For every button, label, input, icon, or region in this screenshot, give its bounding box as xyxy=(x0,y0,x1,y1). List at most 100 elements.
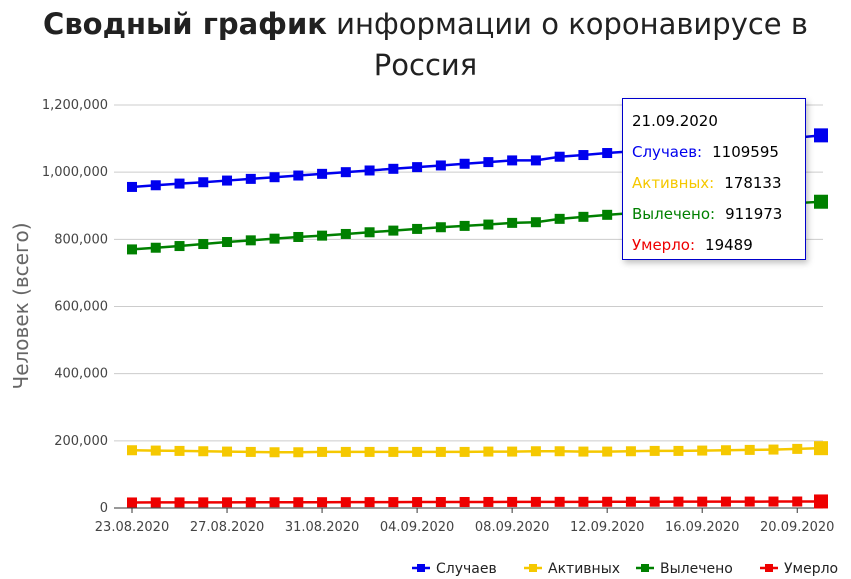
data-point[interactable] xyxy=(293,170,304,181)
data-point[interactable] xyxy=(435,222,446,233)
data-point[interactable] xyxy=(174,178,185,189)
data-point[interactable] xyxy=(293,497,304,508)
data-point[interactable] xyxy=(507,446,518,457)
data-point[interactable] xyxy=(483,157,494,168)
data-point[interactable] xyxy=(578,496,589,507)
data-point[interactable] xyxy=(174,497,185,508)
data-point[interactable] xyxy=(554,213,565,224)
data-point[interactable] xyxy=(602,209,613,220)
data-point[interactable] xyxy=(388,446,399,457)
data-point[interactable] xyxy=(792,496,803,507)
data-point[interactable] xyxy=(245,497,256,508)
data-point[interactable] xyxy=(388,163,399,174)
data-point[interactable] xyxy=(459,220,470,231)
data-point[interactable] xyxy=(412,223,423,234)
data-point[interactable] xyxy=(814,441,828,456)
data-point[interactable] xyxy=(412,446,423,457)
legend-item[interactable]: Активных xyxy=(524,561,620,577)
data-point[interactable] xyxy=(340,228,351,239)
data-point[interactable] xyxy=(673,445,684,456)
legend-item[interactable]: Случаев xyxy=(412,561,497,577)
data-point[interactable] xyxy=(317,497,328,508)
data-point[interactable] xyxy=(222,175,233,186)
data-point[interactable] xyxy=(293,447,304,458)
data-point[interactable] xyxy=(222,497,233,508)
data-point[interactable] xyxy=(435,446,446,457)
data-point[interactable] xyxy=(293,231,304,242)
data-point[interactable] xyxy=(198,446,209,457)
data-point[interactable] xyxy=(317,168,328,179)
data-point[interactable] xyxy=(649,496,660,507)
data-point[interactable] xyxy=(483,496,494,507)
data-point[interactable] xyxy=(269,233,280,244)
data-point[interactable] xyxy=(554,496,565,507)
data-point[interactable] xyxy=(388,497,399,508)
data-point[interactable] xyxy=(602,148,613,159)
data-point[interactable] xyxy=(364,165,375,176)
data-point[interactable] xyxy=(245,235,256,246)
data-point[interactable] xyxy=(340,497,351,508)
data-point[interactable] xyxy=(578,446,589,457)
data-point[interactable] xyxy=(150,180,161,191)
data-point[interactable] xyxy=(245,446,256,457)
data-point[interactable] xyxy=(127,445,137,456)
data-point[interactable] xyxy=(459,446,470,457)
data-point[interactable] xyxy=(317,230,328,241)
data-point[interactable] xyxy=(814,128,828,143)
data-point[interactable] xyxy=(222,446,233,457)
data-point[interactable] xyxy=(127,497,137,508)
data-point[interactable] xyxy=(602,446,613,457)
data-point[interactable] xyxy=(530,217,541,228)
data-point[interactable] xyxy=(127,244,137,255)
data-point[interactable] xyxy=(720,445,731,456)
data-point[interactable] xyxy=(768,444,779,455)
data-point[interactable] xyxy=(435,160,446,171)
data-point[interactable] xyxy=(269,447,280,458)
data-point[interactable] xyxy=(744,444,755,455)
data-point[interactable] xyxy=(768,496,779,507)
data-point[interactable] xyxy=(245,173,256,184)
data-point[interactable] xyxy=(340,446,351,457)
data-point[interactable] xyxy=(483,219,494,230)
data-point[interactable] xyxy=(530,496,541,507)
data-point[interactable] xyxy=(198,239,209,250)
data-point[interactable] xyxy=(602,496,613,507)
data-point[interactable] xyxy=(317,446,328,457)
data-point[interactable] xyxy=(792,443,803,454)
legend-item[interactable]: Вылечено xyxy=(636,561,733,577)
data-point[interactable] xyxy=(174,445,185,456)
data-point[interactable] xyxy=(507,496,518,507)
data-point[interactable] xyxy=(364,227,375,238)
data-point[interactable] xyxy=(364,446,375,457)
data-point[interactable] xyxy=(150,242,161,253)
data-point[interactable] xyxy=(507,217,518,228)
data-point[interactable] xyxy=(814,194,828,209)
data-point[interactable] xyxy=(459,158,470,169)
data-point[interactable] xyxy=(198,177,209,188)
data-point[interactable] xyxy=(530,446,541,457)
data-point[interactable] xyxy=(269,497,280,508)
data-point[interactable] xyxy=(150,497,161,508)
data-point[interactable] xyxy=(388,225,399,236)
legend-item[interactable]: Умерло xyxy=(760,561,838,577)
data-point[interactable] xyxy=(578,211,589,222)
data-point[interactable] xyxy=(578,150,589,161)
data-point[interactable] xyxy=(340,167,351,178)
data-point[interactable] xyxy=(412,497,423,508)
data-point[interactable] xyxy=(625,496,636,507)
data-point[interactable] xyxy=(127,181,137,192)
data-point[interactable] xyxy=(673,496,684,507)
data-point[interactable] xyxy=(435,497,446,508)
data-point[interactable] xyxy=(364,497,375,508)
data-point[interactable] xyxy=(530,155,541,166)
data-point[interactable] xyxy=(744,496,755,507)
data-point[interactable] xyxy=(507,155,518,166)
data-point[interactable] xyxy=(554,151,565,162)
data-point[interactable] xyxy=(697,445,708,456)
data-point[interactable] xyxy=(625,446,636,457)
data-point[interactable] xyxy=(720,496,731,507)
data-point[interactable] xyxy=(459,496,470,507)
data-point[interactable] xyxy=(198,497,209,508)
data-point[interactable] xyxy=(412,162,423,173)
data-point[interactable] xyxy=(269,172,280,183)
